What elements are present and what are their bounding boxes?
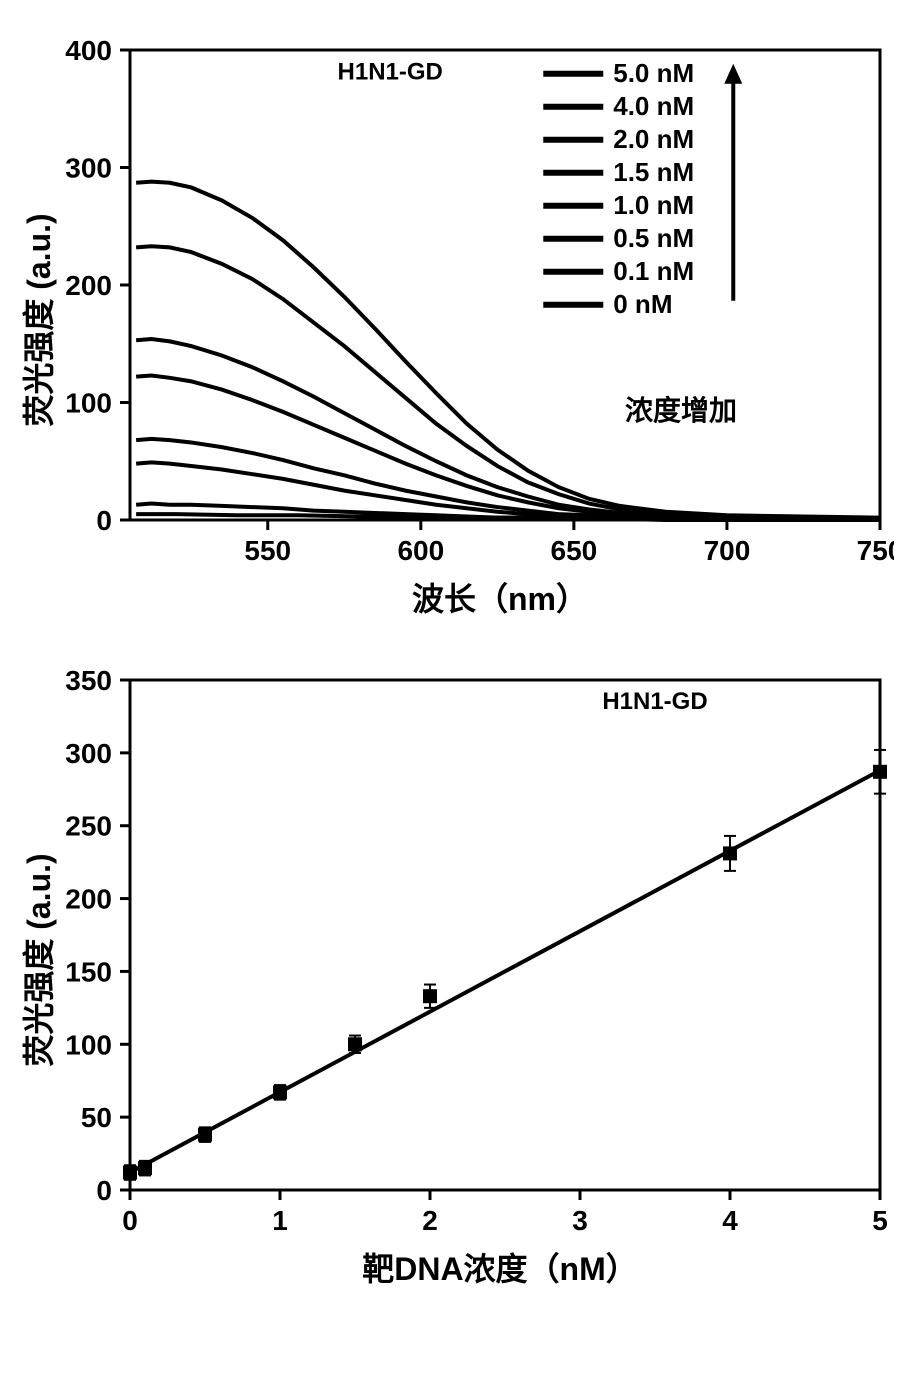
legend-label: 0 nM	[613, 289, 672, 319]
y-tick-label: 0	[96, 1175, 112, 1206]
data-point	[273, 1085, 287, 1099]
x-tick-label: 4	[722, 1205, 738, 1236]
data-point	[423, 989, 437, 1003]
x-tick-label: 0	[122, 1205, 138, 1236]
chart-label-1: H1N1-GD	[338, 58, 443, 85]
y-tick-label: 100	[65, 388, 112, 419]
y-tick-label: 350	[65, 665, 112, 696]
calibration-svg: 012345050100150200250300350H1N1-GD 荧光强度 …	[20, 650, 894, 1290]
y-tick-label: 0	[96, 505, 112, 536]
x-tick-label: 1	[272, 1205, 288, 1236]
legend-label: 1.0 nM	[613, 190, 694, 220]
x-tick-label: 5	[872, 1205, 888, 1236]
y-tick-label: 200	[65, 270, 112, 301]
legend-label: 1.5 nM	[613, 157, 694, 187]
y-tick-label: 50	[81, 1102, 112, 1133]
arrow-head-icon	[724, 64, 742, 84]
legend-label: 5.0 nM	[613, 58, 694, 88]
note-text: 浓度增加	[625, 395, 737, 426]
y-tick-label: 200	[65, 884, 112, 915]
legend-label: 4.0 nM	[613, 91, 694, 121]
x-tick-label: 550	[244, 535, 291, 566]
x-tick-label: 3	[572, 1205, 588, 1236]
y-tick-label: 400	[65, 35, 112, 66]
y-tick-label: 250	[65, 811, 112, 842]
x-tick-label: 750	[857, 535, 894, 566]
data-point	[138, 1161, 152, 1175]
legend-label: 2.0 nM	[613, 124, 694, 154]
legend-label: 0.1 nM	[613, 256, 694, 286]
y-tick-label: 300	[65, 153, 112, 184]
calibration-chart: 012345050100150200250300350H1N1-GD 荧光强度 …	[20, 650, 894, 1290]
y-tick-label: 100	[65, 1029, 112, 1060]
data-point	[723, 846, 737, 860]
x-tick-label: 600	[397, 535, 444, 566]
x-tick-label: 2	[422, 1205, 438, 1236]
y-tick-label: 150	[65, 956, 112, 987]
data-point	[123, 1166, 137, 1180]
x-axis-title-2: 靶DNA浓度（nM）	[362, 1251, 638, 1287]
spectrum-curve	[136, 246, 880, 519]
x-axis-title-1: 波长（nm）	[412, 581, 588, 617]
y-axis-title-2: 荧光强度 (a.u.)	[21, 853, 57, 1066]
data-point	[198, 1128, 212, 1142]
spectrum-curve	[136, 339, 880, 519]
spectrum-curve	[136, 182, 880, 518]
y-axis-title-1: 荧光强度 (a.u.)	[21, 213, 57, 426]
x-tick-label: 700	[704, 535, 751, 566]
legend-label: 0.5 nM	[613, 223, 694, 253]
spectrum-curve	[136, 375, 880, 518]
chart-label-2: H1N1-GD	[602, 688, 707, 715]
spectra-svg: 550 600 650 700 750 0 100 200 300 400 H1N1-GD 5.0 n…	[20, 20, 894, 620]
x-tick-label: 650	[551, 535, 598, 566]
spectra-chart: 550 600 650 700 750 0 100 200 300 400 H1N1-GD 5.0 n…	[20, 20, 894, 620]
y-tick-label: 300	[65, 738, 112, 769]
fit-line	[130, 770, 880, 1172]
data-point	[873, 765, 887, 779]
data-point	[348, 1037, 362, 1051]
